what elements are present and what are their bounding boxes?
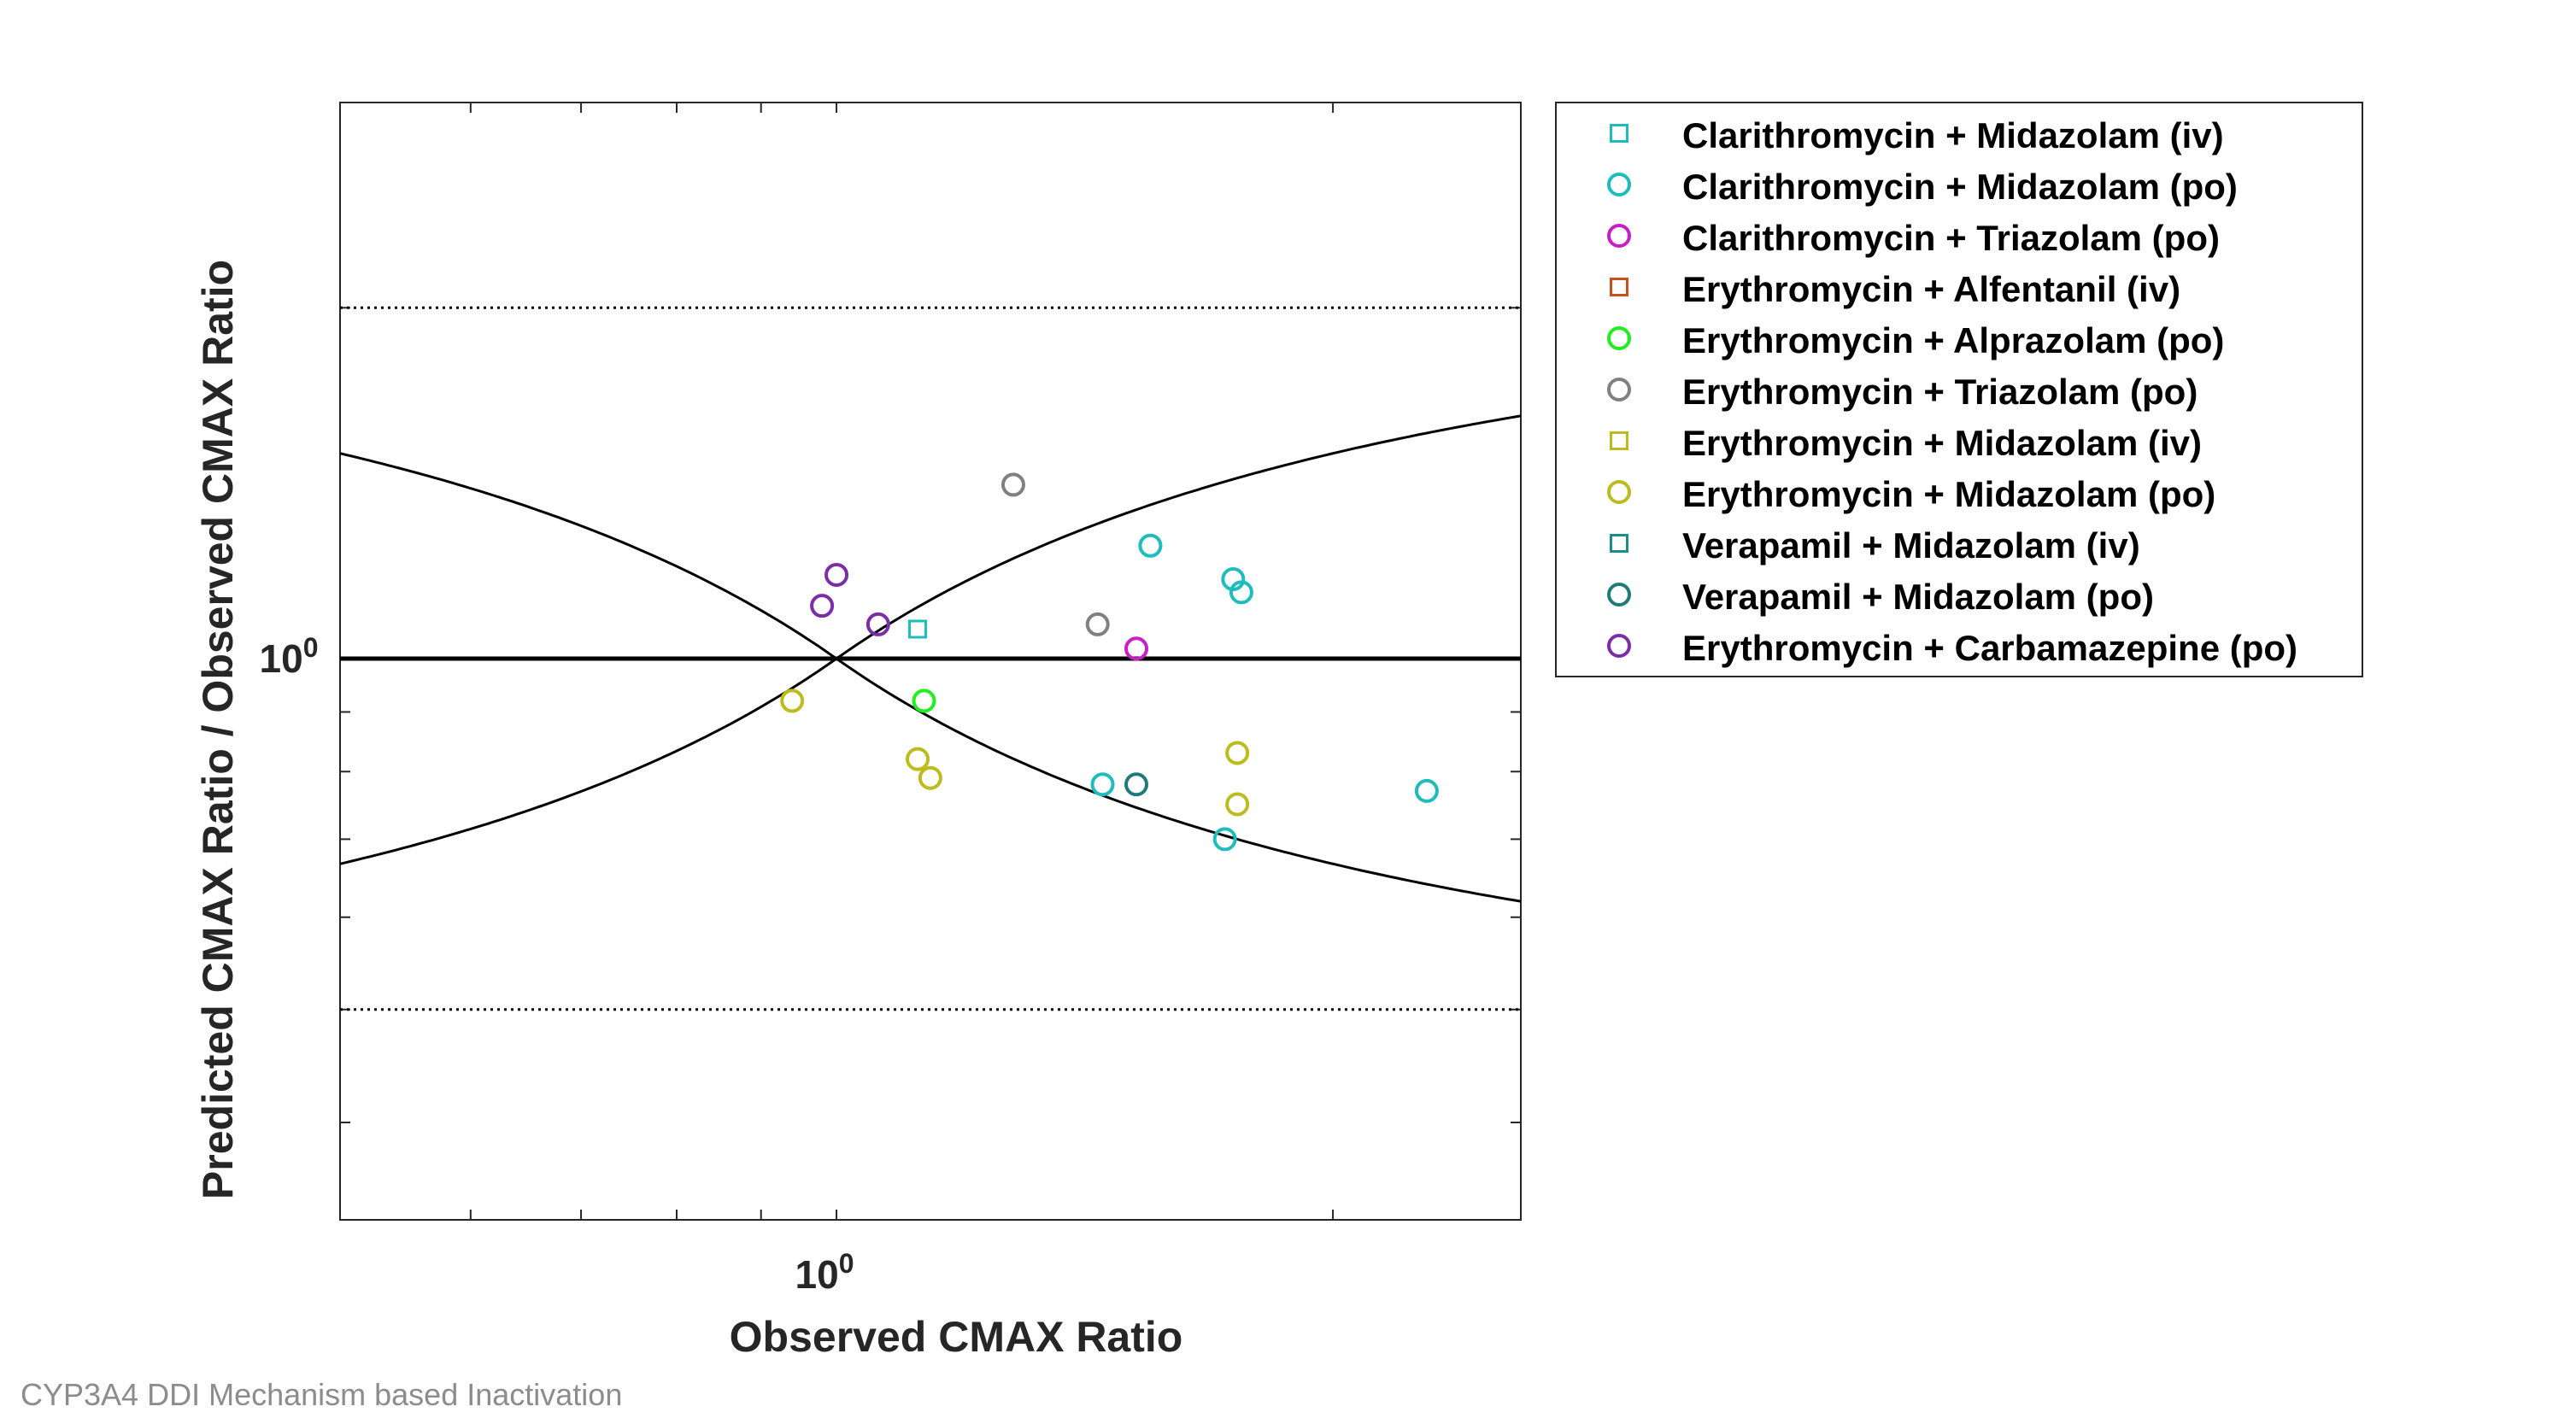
data-point	[780, 689, 805, 713]
legend-marker	[1607, 173, 1631, 196]
guest-limit-upper-curve	[339, 414, 1522, 865]
legend-marker	[1610, 278, 1628, 296]
data-point	[906, 747, 930, 771]
legend-entry: Erythromycin + Alfentanil (iv)	[1682, 269, 2180, 309]
data-point	[1124, 636, 1149, 661]
legend-entry: Verapamil + Midazolam (po)	[1682, 577, 2154, 617]
legend-entry: Verapamil + Midazolam (iv)	[1682, 525, 2140, 565]
data-point	[1090, 772, 1115, 797]
legend-entry: Erythromycin + Triazolam (po)	[1682, 372, 2198, 412]
legend-marker	[1610, 534, 1628, 553]
legend-entry: Erythromycin + Carbamazepine (po)	[1682, 628, 2297, 668]
legend-box	[1555, 102, 2363, 677]
data-point	[1124, 772, 1149, 797]
legend-marker	[1607, 378, 1631, 401]
x-axis-label: Observed CMAX Ratio	[730, 1313, 1183, 1361]
legend-marker	[1610, 431, 1628, 450]
legend: Clarithromycin + Midazolam (iv) Clarithro…	[1555, 102, 2363, 677]
data-point	[908, 619, 928, 639]
data-point	[1000, 472, 1025, 497]
data-point	[918, 765, 942, 790]
legend-marker	[1607, 634, 1631, 658]
y-axis-label: Predicted CMAX Ratio / Observed CMAX Rat…	[194, 260, 242, 1199]
legend-entry: Erythromycin + Alprazolam (po)	[1682, 320, 2224, 360]
plot-frame	[339, 102, 1522, 1221]
legend-marker	[1607, 583, 1631, 607]
y-tick-label: 100	[260, 632, 319, 681]
legend-marker	[1607, 326, 1631, 350]
guest-limit-lower-curve	[339, 452, 1522, 903]
data-point	[824, 562, 849, 587]
figure-caption: CYP3A4 DDI Mechanism based Inactivation	[21, 1377, 623, 1412]
data-point	[912, 689, 936, 713]
x-tick-label: 100	[795, 1248, 854, 1297]
data-point	[1225, 792, 1250, 817]
legend-marker	[1610, 124, 1628, 143]
data-point	[1212, 827, 1237, 852]
data-point	[1229, 580, 1253, 605]
data-point	[866, 612, 890, 636]
legend-entry: Clarithromycin + Midazolam (po)	[1682, 167, 2238, 207]
data-point	[1085, 612, 1110, 636]
legend-marker	[1607, 224, 1631, 248]
legend-marker	[1607, 480, 1631, 504]
data-point	[1225, 741, 1250, 765]
data-point	[1414, 778, 1439, 803]
legend-entry: Erythromycin + Midazolam (iv)	[1682, 423, 2202, 463]
legend-entry: Erythromycin + Midazolam (po)	[1682, 474, 2215, 514]
legend-entry: Clarithromycin + Midazolam (iv)	[1682, 115, 2224, 155]
plot-area: 100 100 Observed CMAX Ratio Predicted CMAX …	[194, 102, 1522, 1361]
data-point	[1138, 533, 1163, 558]
data-point	[810, 594, 835, 618]
legend-entry: Clarithromycin + Triazolam (po)	[1682, 218, 2220, 258]
